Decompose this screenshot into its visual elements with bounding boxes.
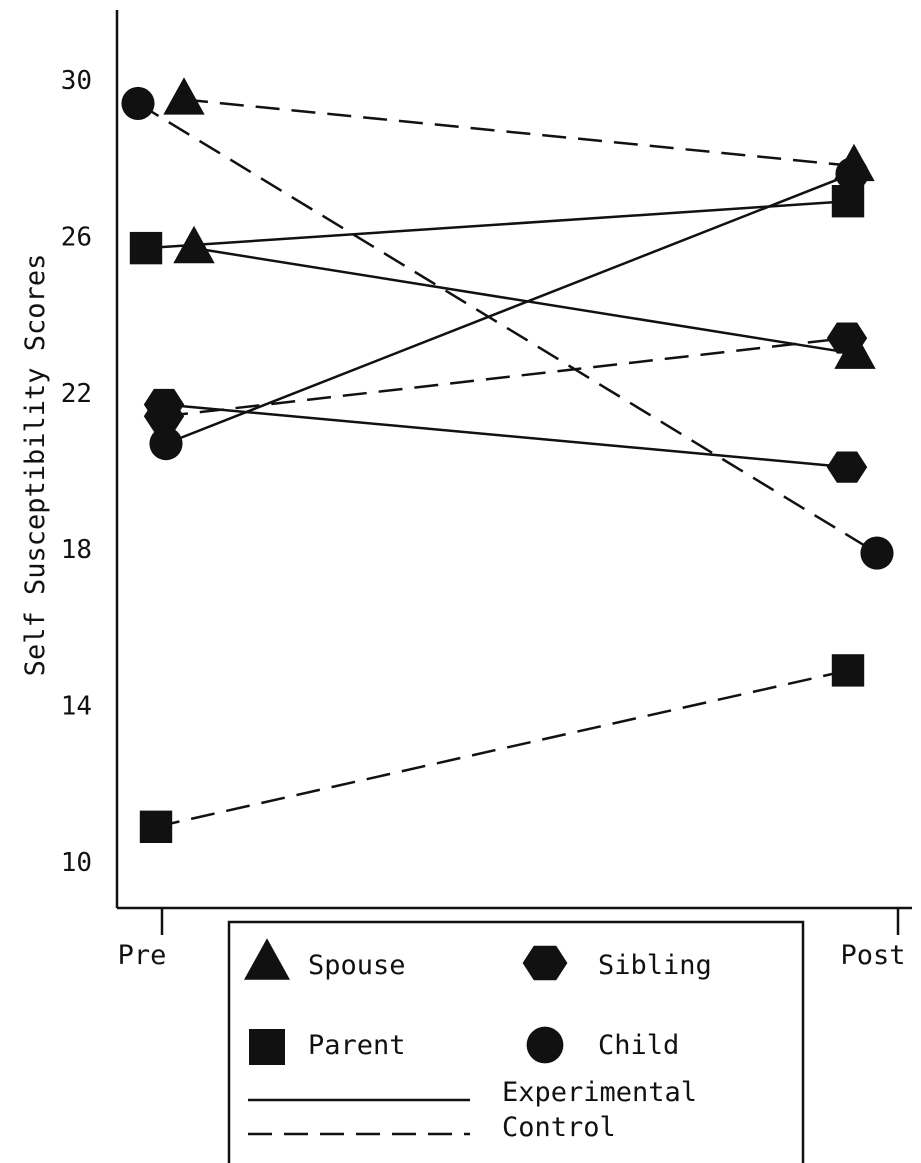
y-tick-label: 26 xyxy=(61,222,92,252)
legend: Spouse Sibling Parent Child Experimental Cont… xyxy=(227,920,805,1163)
x-category-label-post: Post xyxy=(840,940,905,971)
data-point-child-control-post xyxy=(860,536,894,570)
series-line-parent-control xyxy=(155,669,849,829)
legend-box xyxy=(227,920,805,1163)
y-tick-label: 18 xyxy=(61,535,92,565)
data-point-parent-experimental-post xyxy=(831,185,865,218)
legend-label-sibling: Sibling xyxy=(598,950,712,981)
series-line-sibling-control xyxy=(163,336,848,418)
legend-spouse-icon xyxy=(244,938,290,980)
legend-label-control: Control xyxy=(502,1112,616,1143)
legend-label-parent: Parent xyxy=(308,1030,406,1061)
series-line-spouse-control xyxy=(183,98,855,168)
data-point-child-control-pre xyxy=(121,86,155,121)
legend-parent-icon xyxy=(249,1029,285,1065)
series-markers xyxy=(121,77,894,844)
series-line-parent-experimental xyxy=(145,199,849,250)
data-point-parent-control-pre xyxy=(139,810,173,844)
legend-label-spouse: Spouse xyxy=(308,950,406,981)
y-tick-label: 22 xyxy=(61,379,92,409)
y-axis-title: Self Susceptibility Scores xyxy=(20,254,51,677)
x-category-label-pre: Pre xyxy=(118,940,167,971)
legend-sibling-icon xyxy=(522,945,568,981)
data-point-sibling-control-pre xyxy=(143,400,185,432)
data-point-sibling-experimental-post xyxy=(826,451,868,483)
series-line-child-control xyxy=(137,102,878,555)
data-point-parent-control-post xyxy=(831,654,865,687)
legend-label-experimental: Experimental xyxy=(502,1077,697,1108)
series-line-child-experimental xyxy=(165,172,853,445)
data-point-sibling-control-post xyxy=(826,322,868,354)
y-tick-label: 30 xyxy=(61,66,92,96)
legend-child-icon xyxy=(526,1026,564,1064)
axes: 10 14 18 22 26 30 Pre Post xyxy=(61,10,912,971)
data-point-spouse-control-pre xyxy=(163,77,205,115)
y-tick-label: 14 xyxy=(61,692,92,722)
data-point-parent-experimental-pre xyxy=(129,231,163,265)
y-tick-label: 10 xyxy=(61,848,92,878)
data-point-child-experimental-pre xyxy=(149,427,183,461)
series-line-sibling-experimental xyxy=(163,403,848,469)
data-point-child-experimental-post xyxy=(835,157,869,191)
data-point-spouse-experimental-pre xyxy=(173,225,215,264)
series-line-spouse-experimental xyxy=(193,246,856,355)
legend-label-child: Child xyxy=(598,1030,679,1061)
series-lines xyxy=(137,98,878,829)
